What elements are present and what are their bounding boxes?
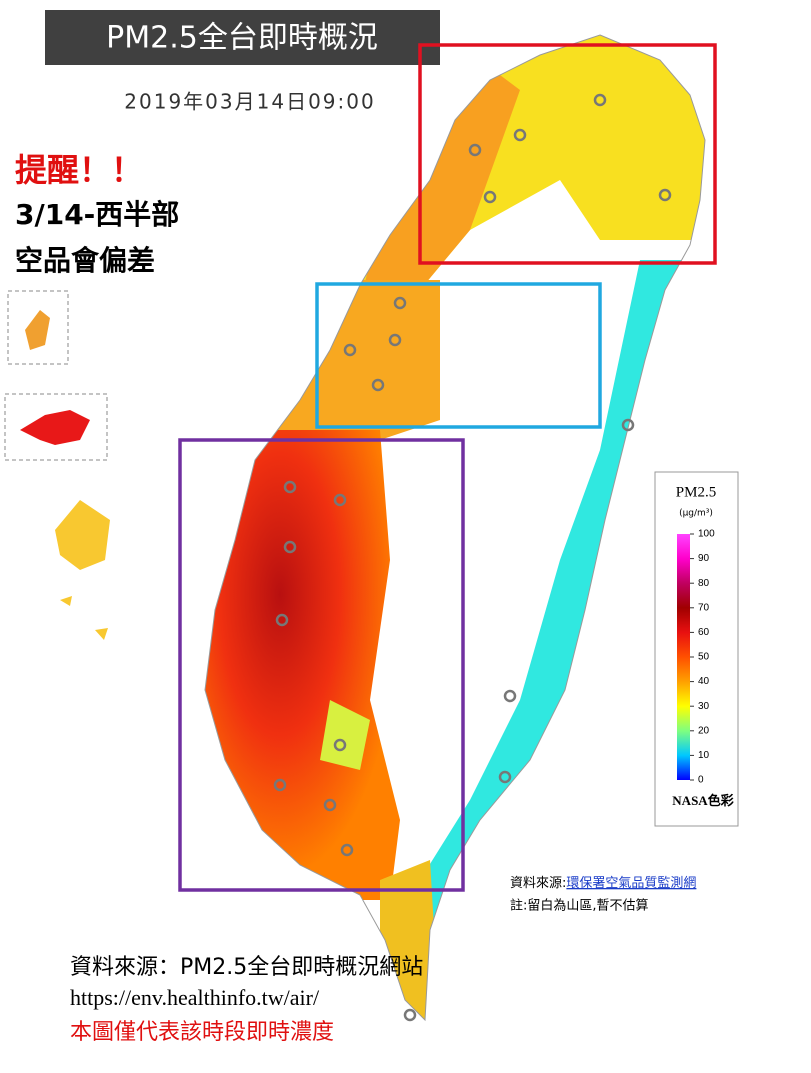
northwest-area (360, 60, 520, 300)
colorbar-tick-label: 20 (698, 725, 710, 736)
alert: 提醒！！ (15, 151, 143, 189)
south-box (178, 438, 465, 892)
legend-box (654, 471, 739, 827)
colorbar-tick-label: 70 (698, 602, 710, 613)
colorbar-tick-label: 30 (698, 701, 710, 712)
colorbar-tick-label: 100 (698, 529, 715, 540)
colorbar-tick-label: 0 (698, 775, 704, 786)
warning-line: 3/14-西半部 (15, 198, 179, 231)
north-box (418, 43, 717, 265)
timestamp: 2019年03月14日09:00 (124, 90, 375, 114)
inset-box (7, 290, 69, 365)
island (20, 410, 90, 445)
colorbar-tick-label: 60 (698, 627, 710, 638)
title: PM2.5全台即時概況 (106, 21, 378, 56)
footer-url: https://env.healthinfo.tw/air/ (70, 985, 320, 1010)
legend-unit: (μg/m³) (679, 509, 713, 519)
source-link[interactable]: 環保署空氣品質監測網 (566, 875, 696, 891)
colorbar-tick-label: 10 (698, 750, 710, 761)
note: 註:留白為山區,暫不估算 (510, 898, 649, 914)
source-label: 資料來源:環保署空氣品質監測網 (510, 875, 696, 891)
colorbar-tick-label: 50 (698, 652, 710, 663)
footer-source: 資料來源：PM2.5全台即時概況網站 (70, 955, 423, 980)
colorbar-tick-label: 80 (698, 578, 710, 589)
island (25, 310, 50, 350)
clean-spot (320, 700, 370, 770)
coastline (204, 34, 706, 1022)
island (60, 596, 72, 606)
source-label-text: 資料來源: (510, 876, 566, 891)
inset-box (4, 393, 108, 461)
legend-footer: NASA色彩 (672, 793, 733, 808)
colorbar-tick-label: 40 (698, 676, 710, 687)
warning-line: 空品會偏差 (15, 244, 155, 277)
stations (273, 93, 672, 1022)
island (55, 500, 110, 570)
island (95, 628, 108, 640)
central-box (315, 282, 602, 429)
south-area (205, 430, 400, 900)
legend-title: PM2.5 (676, 484, 716, 500)
footer-disclaimer: 本圖僅代表該時段即時濃度 (70, 1020, 334, 1045)
colorbar (677, 534, 690, 780)
colorbar-tick-label: 90 (698, 553, 710, 564)
title-box (45, 10, 440, 65)
